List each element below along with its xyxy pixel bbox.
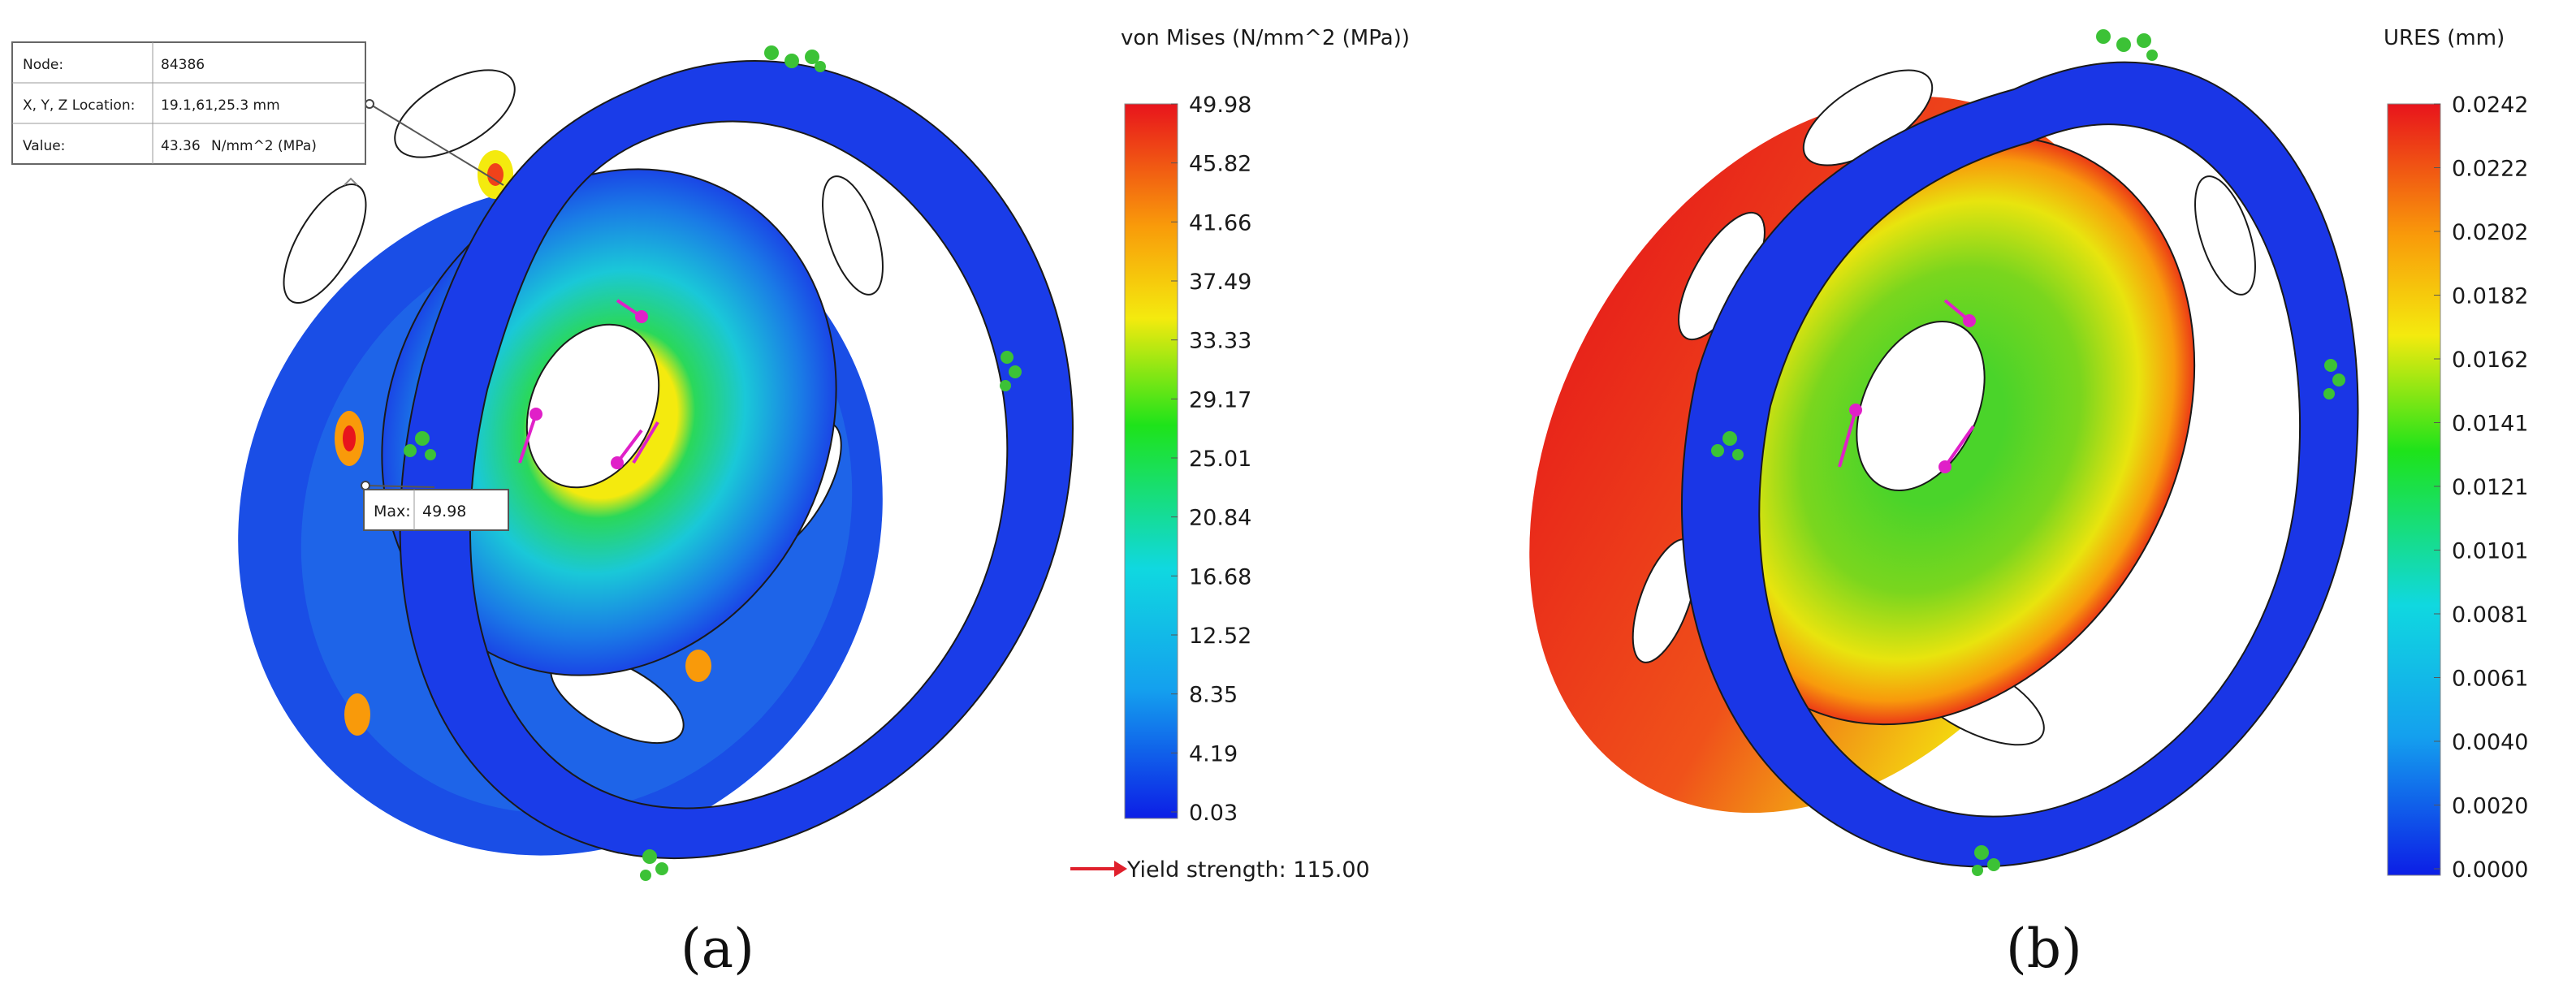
panel-b-tick-label: 0.0222 [2452, 157, 2528, 182]
panel-b-tick-labels: 0.0242 0.0222 0.0202 0.0182 0.0162 0.0141 0.01… [2434, 93, 2528, 883]
panel-a-load-arrows [518, 299, 659, 469]
panel-a-tick-label: 45.82 [1189, 152, 1251, 177]
panel-a-probe-callout: Node: 84386 X, Y, Z Location: 19.1,61,25… [11, 41, 504, 186]
yield-strength-text: Yield strength: 115.00 [1126, 857, 1370, 883]
panel-b-tick-label: 0.0020 [2452, 794, 2528, 819]
panel-b-tick-label: 0.0242 [2452, 93, 2528, 118]
panel-a-tick-label: 33.33 [1189, 329, 1251, 354]
panel-a-tick-label: 37.49 [1189, 270, 1251, 295]
panel-b-tick-label: 0.0182 [2452, 284, 2528, 309]
panel-a-tick-label: 12.52 [1189, 624, 1251, 649]
panel-a-tick-label: 20.84 [1189, 506, 1251, 531]
panel-b-tick-label: 0.0081 [2452, 602, 2528, 628]
panel-b-label: (b) [2006, 917, 2082, 980]
panel-b-tick-label: 0.0162 [2452, 348, 2528, 373]
probe-node-label: Node: [23, 57, 63, 73]
yield-arrow-icon [1070, 861, 1127, 877]
panel-b-restraints [1711, 29, 2345, 876]
panel-a-restraints [404, 45, 1022, 881]
panel-a-tick-label: 49.98 [1189, 93, 1251, 118]
max-label: Max: [374, 503, 411, 520]
probe-value-number: 43.36 [161, 138, 201, 154]
panel-a-max-callout: Max: 49.98 [361, 481, 509, 531]
panel-a-hub-hole [525, 323, 660, 489]
panel-b-model [1529, 29, 2359, 876]
panel-a-label: (a) [681, 917, 754, 980]
panel-b-tick-label: 0.0141 [2452, 412, 2528, 437]
panel-b-tick-label: 0.0202 [2452, 220, 2528, 245]
panel-a-tick-label: 4.19 [1189, 741, 1238, 766]
panel-b-tick-label: 0.0061 [2452, 667, 2528, 692]
probe-value-label: Value: [23, 138, 65, 154]
panel-a-tick-label: 8.35 [1189, 683, 1238, 708]
panel-a-legend-title: von Mises (N/mm^2 (MPa)) [1121, 26, 1410, 50]
panel-a-front-rim [399, 59, 1074, 860]
panel-a-tick-label: 0.03 [1189, 801, 1238, 826]
panel-b-tick-label: 0.0040 [2452, 730, 2528, 755]
panel-b-legend: URES (mm) 0.0242 0.0222 0.0202 0.0182 0.0162… [2384, 26, 2528, 883]
panel-b-legend-title: URES (mm) [2384, 26, 2505, 50]
panel-a-legend: von Mises (N/mm^2 (MPa)) 49.98 45.82 41.66… [1070, 26, 1410, 883]
panel-a-tick-label: 41.66 [1189, 210, 1251, 235]
panel-a-tick-labels: 49.98 45.82 41.66 37.49 33.33 29.17 25.01 20.84… [1171, 93, 1251, 826]
panel-a-tick-label: 25.01 [1189, 447, 1251, 472]
probe-collapse-icon[interactable] [344, 177, 358, 186]
max-value: 49.98 [422, 503, 466, 520]
panel-b-tick-label: 0.0121 [2452, 475, 2528, 500]
panel-b-color-scale [2387, 103, 2441, 876]
panel-a-model [238, 45, 1074, 881]
panel-a-color-scale [1124, 103, 1178, 819]
panel-b-tick-label: 0.0000 [2452, 857, 2528, 883]
panel-a-tick-label: 29.17 [1189, 387, 1251, 412]
probe-location-label: X, Y, Z Location: [23, 97, 135, 114]
probe-location-value: 19.1,61,25.3 mm [161, 97, 280, 114]
panel-b-load-arrows [1838, 299, 1976, 473]
probe-value-unit: N/mm^2 (MPa) [211, 138, 317, 154]
probe-node-value: 84386 [161, 57, 205, 73]
panel-b-tick-label: 0.0101 [2452, 539, 2528, 564]
panel-a-tick-label: 16.68 [1189, 564, 1251, 589]
